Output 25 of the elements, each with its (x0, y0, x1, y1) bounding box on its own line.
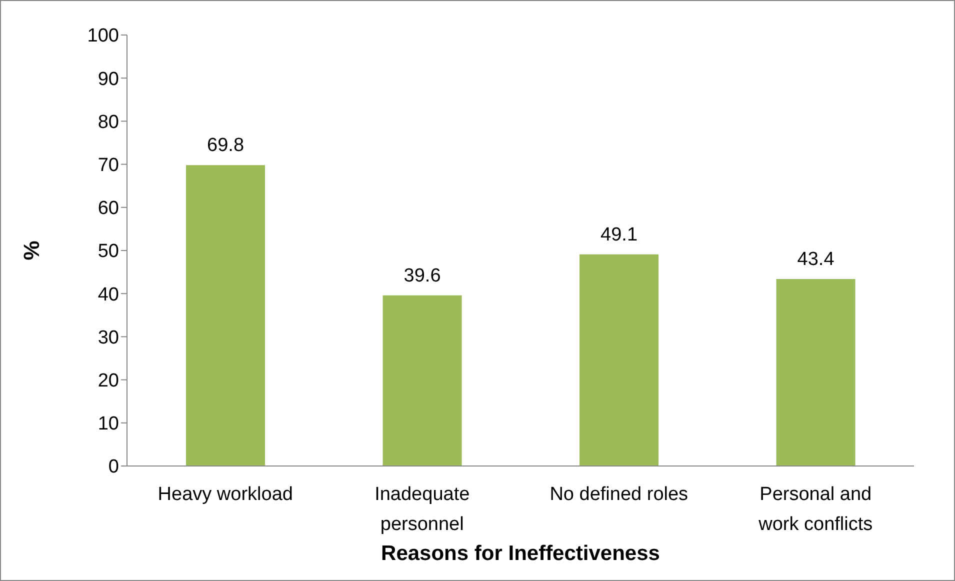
data-label: 49.1 (600, 224, 638, 246)
bar (186, 165, 266, 466)
x-axis-title: Reasons for Ineffectiveness (381, 542, 660, 565)
bar (580, 254, 659, 466)
data-label: 69.8 (207, 135, 244, 156)
y-tick-label: 20 (98, 370, 119, 392)
y-tick-label: 70 (98, 155, 119, 176)
bar (382, 295, 462, 466)
y-tick-label: 10 (98, 414, 119, 435)
y-tick-label: 30 (98, 327, 119, 348)
y-tick-label: 40 (98, 284, 119, 306)
x-tick-label: No defined roles (550, 484, 688, 505)
y-tick-label: 80 (98, 112, 119, 133)
x-tick-label: Heavy workload (158, 484, 293, 505)
y-tick-label: 60 (98, 198, 119, 220)
x-tick-label: Personal and work conflicts (758, 484, 873, 535)
x-tick-label: Inadequate personnel (374, 484, 470, 535)
y-tick-label: 0 (108, 456, 119, 478)
y-tick-label: 50 (98, 241, 119, 262)
y-tick-label: 100 (87, 26, 119, 47)
bar (776, 278, 856, 466)
y-tick-label: 90 (98, 68, 119, 90)
y-axis-title: % (18, 240, 44, 260)
data-label: 43.4 (797, 248, 835, 270)
data-label: 39.6 (404, 265, 441, 286)
